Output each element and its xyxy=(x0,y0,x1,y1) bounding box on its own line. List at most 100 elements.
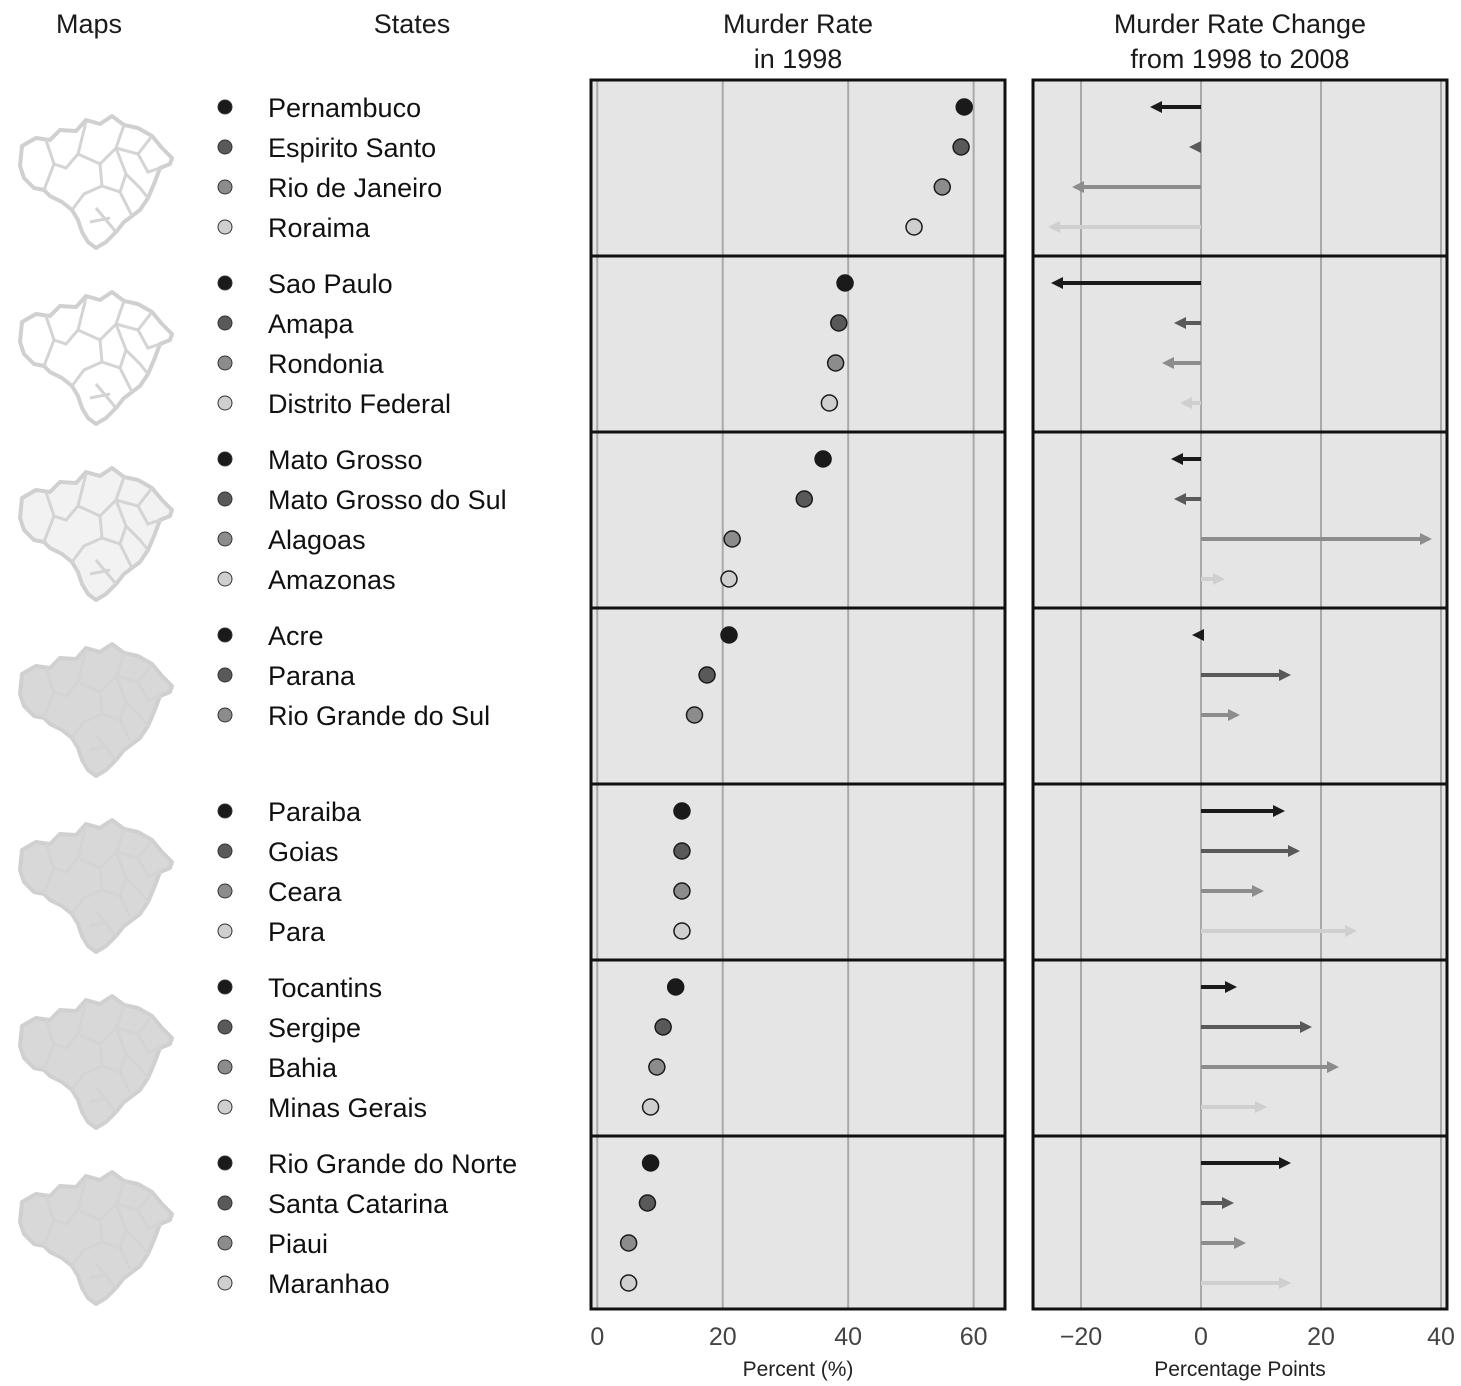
map-outline xyxy=(18,994,174,1130)
rate-point xyxy=(720,626,738,644)
state-marker xyxy=(217,315,233,331)
change-arrow-head xyxy=(1273,805,1285,817)
x-tick-label: 20 xyxy=(1307,1323,1335,1351)
rate-point xyxy=(638,1194,657,1212)
change-arrow-head xyxy=(1174,493,1186,505)
rate-point xyxy=(955,98,973,116)
state-marker xyxy=(217,1099,233,1115)
rate-point xyxy=(619,1234,638,1252)
rate-point xyxy=(723,530,741,548)
rate-point xyxy=(905,218,923,236)
panel-background xyxy=(591,80,1005,1309)
rate-point xyxy=(685,706,704,724)
states-column-header: States xyxy=(374,9,451,39)
state-marker xyxy=(217,979,233,995)
change-arrow-head xyxy=(1174,317,1186,329)
state-name: Mato Grosso do Sul xyxy=(268,485,507,515)
state-name: Distrito Federal xyxy=(268,389,451,419)
change-arrow-head xyxy=(1279,1277,1291,1289)
state-marker xyxy=(217,395,233,411)
rate-point xyxy=(795,490,814,508)
state-marker xyxy=(217,1235,233,1251)
change-arrow-head xyxy=(1288,845,1300,857)
rate-panel-title-line-1: Murder Rate xyxy=(723,9,873,39)
change-arrow-head xyxy=(1300,1021,1312,1033)
state-name: Roraima xyxy=(268,213,371,243)
state-map-icon xyxy=(18,818,174,954)
state-name: Mato Grosso xyxy=(268,445,423,475)
rate-point xyxy=(641,1154,660,1172)
change-arrow-head xyxy=(1189,141,1201,153)
x-tick-label: 40 xyxy=(834,1323,862,1351)
state-name: Pernambuco xyxy=(268,93,421,123)
state-marker xyxy=(217,99,233,115)
rate-point xyxy=(666,978,685,996)
change-arrow-head xyxy=(1150,101,1162,113)
change-panel-title-line-2: from 1998 to 2008 xyxy=(1130,44,1349,74)
state-name: Sao Paulo xyxy=(268,269,393,299)
state-name: Amazonas xyxy=(268,565,396,595)
state-marker xyxy=(217,923,233,939)
state-map-icon xyxy=(18,466,174,602)
change-arrow-head xyxy=(1252,885,1264,897)
change-arrow-head xyxy=(1234,1237,1246,1249)
state-name: Piaui xyxy=(268,1229,328,1259)
maps-column-header: Maps xyxy=(56,9,122,39)
change-arrow-head xyxy=(1279,1157,1291,1169)
state-marker xyxy=(217,667,233,683)
state-map-icon xyxy=(18,290,174,426)
x-axis-title: Percentage Points xyxy=(1154,1358,1326,1381)
state-marker xyxy=(217,355,233,371)
panel-frame xyxy=(1031,78,1449,1311)
rate-point xyxy=(673,882,691,900)
state-name: Santa Catarina xyxy=(268,1189,449,1219)
change-panel-title-line-1: Murder Rate Change xyxy=(1114,9,1366,39)
change-arrow-head xyxy=(1255,1101,1267,1113)
x-tick-label: −20 xyxy=(1060,1323,1102,1351)
change-arrow-head xyxy=(1171,453,1183,465)
rate-point xyxy=(830,314,848,332)
rate-point xyxy=(698,666,716,684)
state-name: Paraiba xyxy=(268,797,362,827)
state-name: Alagoas xyxy=(268,525,366,555)
change-arrow-head xyxy=(1072,181,1084,193)
x-tick-label: 0 xyxy=(1194,1323,1208,1351)
state-name: Goias xyxy=(268,837,339,867)
state-name: Maranhao xyxy=(268,1269,390,1299)
change-arrow-head xyxy=(1228,709,1240,721)
map-outline xyxy=(18,642,174,778)
rate-point xyxy=(814,450,832,468)
state-marker xyxy=(217,571,233,587)
state-marker xyxy=(217,1275,233,1291)
state-map-icon xyxy=(18,1170,174,1306)
change-arrow-head xyxy=(1192,629,1204,641)
state-marker xyxy=(217,1019,233,1035)
change-arrow-head xyxy=(1279,669,1291,681)
rate-point xyxy=(648,1058,666,1076)
change-arrow-head xyxy=(1345,925,1357,937)
rate-point xyxy=(673,922,691,940)
state-name: Espirito Santo xyxy=(268,133,436,163)
change-arrow-head xyxy=(1180,397,1192,409)
rate-point xyxy=(654,1018,672,1036)
x-tick-label: 60 xyxy=(960,1323,988,1351)
map-outline xyxy=(18,290,174,426)
state-name: Sergipe xyxy=(268,1013,361,1043)
rate-point xyxy=(933,178,952,196)
map-outline xyxy=(18,1170,174,1306)
state-marker xyxy=(217,491,233,507)
state-name: Para xyxy=(268,917,326,947)
x-tick-label: 40 xyxy=(1427,1323,1455,1351)
map-outline xyxy=(18,114,174,250)
change-arrow-head xyxy=(1048,221,1060,233)
map-outline xyxy=(18,466,174,602)
state-marker xyxy=(217,1195,233,1211)
state-name: Rio Grande do Norte xyxy=(268,1149,517,1179)
rate-point xyxy=(673,842,691,860)
state-name: Amapa xyxy=(268,309,355,339)
state-name: Rondonia xyxy=(268,349,385,379)
state-name: Parana xyxy=(268,661,356,691)
state-map-icon xyxy=(18,114,174,250)
state-name: Tocantins xyxy=(268,973,382,1003)
